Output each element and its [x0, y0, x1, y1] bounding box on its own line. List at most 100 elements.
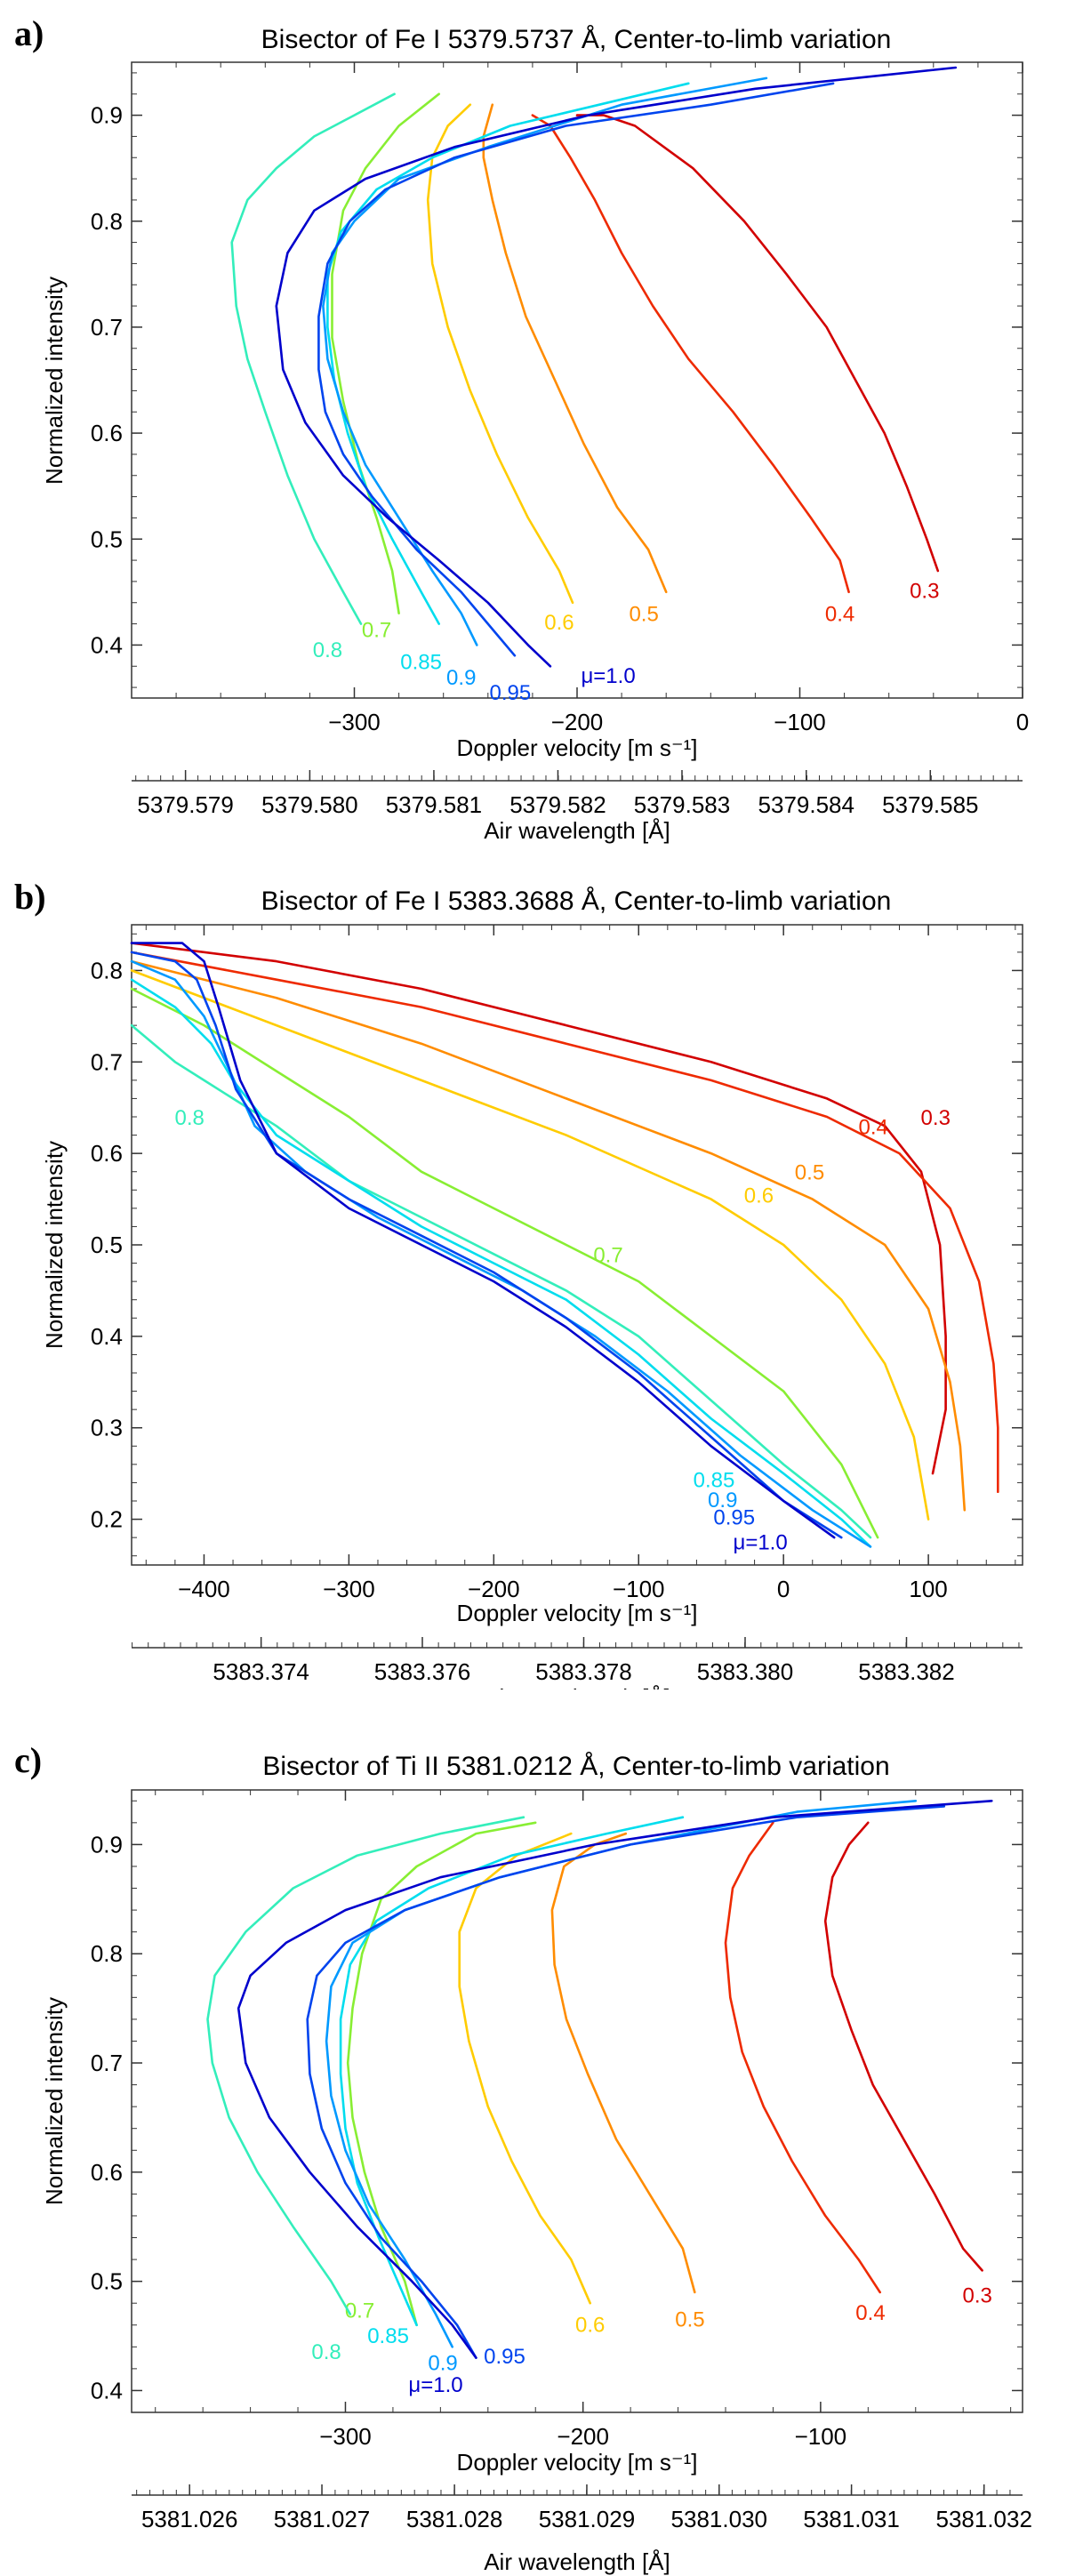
- series-line: [531, 114, 850, 594]
- series-label: 0.9: [446, 666, 476, 690]
- wavelength-tick-label: 5379.580: [261, 791, 357, 818]
- series-label: 0.5: [675, 2307, 704, 2331]
- wavelength-tick-label: 5383.382: [858, 1658, 954, 1685]
- series-label: μ=1.0: [581, 664, 635, 688]
- series-line: [130, 969, 930, 1521]
- wavelength-tick-label: 5381.032: [935, 2506, 1031, 2532]
- series-label: 0.9: [428, 2352, 457, 2376]
- series-line: [130, 978, 872, 1548]
- y-tick-label: 0.8: [91, 208, 123, 235]
- x-tick-label: 0: [777, 1576, 790, 1602]
- series-line: [130, 951, 843, 1539]
- series-line: [482, 103, 668, 594]
- y-tick-label: 0.2: [91, 1506, 123, 1533]
- wavelength-tick-label: 5379.579: [137, 791, 233, 818]
- wavelength-tick-label: 5379.582: [509, 791, 606, 818]
- series-label: 0.8: [174, 1106, 204, 1130]
- x-tick-label: −100: [613, 1576, 665, 1602]
- y-tick-label: 0.8: [91, 1940, 123, 1967]
- series-line: [575, 114, 940, 573]
- series-label: 0.5: [795, 1161, 824, 1185]
- series-line: [331, 92, 440, 614]
- series-label: 0.95: [713, 1505, 755, 1529]
- wavelength-axis-label: Air wavelength [Å]: [484, 817, 670, 844]
- y-tick-label: 0.5: [91, 1232, 123, 1258]
- series-label: 0.85: [694, 1468, 735, 1492]
- x-tick-label: −400: [178, 1576, 230, 1602]
- series-label: 0.7: [362, 619, 391, 643]
- wavelength-axis-label: Air wavelength [Å]: [484, 2548, 670, 2575]
- series-line: [237, 1800, 993, 2359]
- y-tick-label: 0.9: [91, 1831, 123, 1858]
- wavelength-tick-label: 5379.584: [758, 791, 854, 818]
- series-line: [458, 1832, 591, 2305]
- wavelength-tick-label: 5383.376: [374, 1658, 470, 1685]
- x-tick-label: −300: [319, 2423, 372, 2450]
- series-line: [130, 987, 879, 1539]
- y-tick-label: 0.7: [91, 1048, 123, 1075]
- chart-panel-c: c) Bisector of Ti II 5381.0212 Å, Center…: [0, 1732, 1067, 2576]
- panel-label: b): [14, 877, 46, 917]
- series-label: μ=1.0: [733, 1530, 787, 1554]
- series-label: 0.85: [400, 650, 442, 674]
- series-label: 0.6: [544, 611, 574, 635]
- series-label: μ=1.0: [408, 2373, 462, 2397]
- y-tick-label: 0.4: [91, 631, 123, 658]
- series-line: [130, 942, 836, 1539]
- chart-panel-a: a) Bisector of Fe I 5379.5737 Å, Center-…: [0, 0, 1067, 854]
- series-label: 0.85: [367, 2324, 409, 2348]
- series-line: [130, 942, 947, 1475]
- x-tick-label: −300: [328, 709, 381, 735]
- y-axis-label: Normalized intensity: [41, 1141, 68, 1349]
- plot-frame: [131, 1789, 1023, 2413]
- series-line: [426, 103, 574, 605]
- y-tick-label: 0.4: [91, 1323, 123, 1350]
- y-tick-label: 0.6: [91, 1140, 123, 1167]
- chart-b-svg: −400 −300 −200 −100 0 100 0.2 0.3 0.4 0.5 0.6 0.7 0.…: [41, 924, 1023, 1689]
- series-label: 0.6: [575, 2314, 605, 2338]
- series-line: [550, 1832, 696, 2294]
- x-tick-label: −200: [551, 709, 604, 735]
- x-tick-label: −200: [557, 2423, 609, 2450]
- series-label: 0.8: [313, 638, 342, 662]
- chart-title: Bisector of Fe I 5379.5737 Å, Center-to-…: [261, 25, 892, 54]
- series-label: 0.9: [708, 1489, 737, 1513]
- y-axis-label: Normalized intensity: [41, 1997, 68, 2205]
- x-tick-label: −200: [468, 1576, 520, 1602]
- chart-title: Bisector of Ti II 5381.0212 Å, Center-to…: [262, 1752, 890, 1781]
- wavelength-tick-label: 5381.027: [274, 2506, 370, 2532]
- y-tick-label: 0.4: [91, 2377, 123, 2403]
- wavelength-tick-label: 5381.030: [671, 2506, 767, 2532]
- series-line: [346, 1821, 537, 2327]
- series-label: 0.4: [858, 1115, 887, 1139]
- series-line: [130, 951, 999, 1493]
- wavelength-axis-label: Air wavelength [Å]: [484, 1684, 670, 1689]
- x-tick-label: 100: [909, 1576, 947, 1602]
- series-line: [130, 1023, 872, 1539]
- y-tick-label: 0.7: [91, 2050, 123, 2076]
- wavelength-tick-label: 5383.374: [213, 1658, 309, 1685]
- series-line: [130, 959, 872, 1548]
- y-tick-label: 0.6: [91, 420, 123, 446]
- series-label: 0.8: [311, 2340, 341, 2364]
- series-label: 0.4: [855, 2301, 885, 2325]
- series-line: [823, 1821, 983, 2272]
- series-line: [317, 82, 835, 657]
- wavelength-tick-label: 5379.581: [386, 791, 482, 818]
- series-label: 0.7: [345, 2299, 374, 2323]
- x-tick-label: −300: [323, 1576, 375, 1602]
- series-line: [206, 1816, 525, 2315]
- wavelength-tick-label: 5383.378: [535, 1658, 631, 1685]
- y-tick-label: 0.6: [91, 2159, 123, 2186]
- wavelength-tick-label: 5379.583: [634, 791, 730, 818]
- chart-title: Bisector of Fe I 5383.3688 Å, Center-to-…: [261, 887, 892, 916]
- chart-panel-b: b) Bisector of Fe I 5383.3688 Å, Center-…: [0, 867, 1067, 1689]
- y-tick-label: 0.3: [91, 1415, 123, 1441]
- y-axis-label: Normalized intensity: [41, 277, 68, 485]
- series-label: 0.3: [963, 2283, 992, 2307]
- y-tick-label: 0.5: [91, 526, 123, 552]
- y-tick-label: 0.8: [91, 957, 123, 983]
- x-tick-label: −100: [795, 2423, 847, 2450]
- series-label: 0.4: [825, 603, 854, 627]
